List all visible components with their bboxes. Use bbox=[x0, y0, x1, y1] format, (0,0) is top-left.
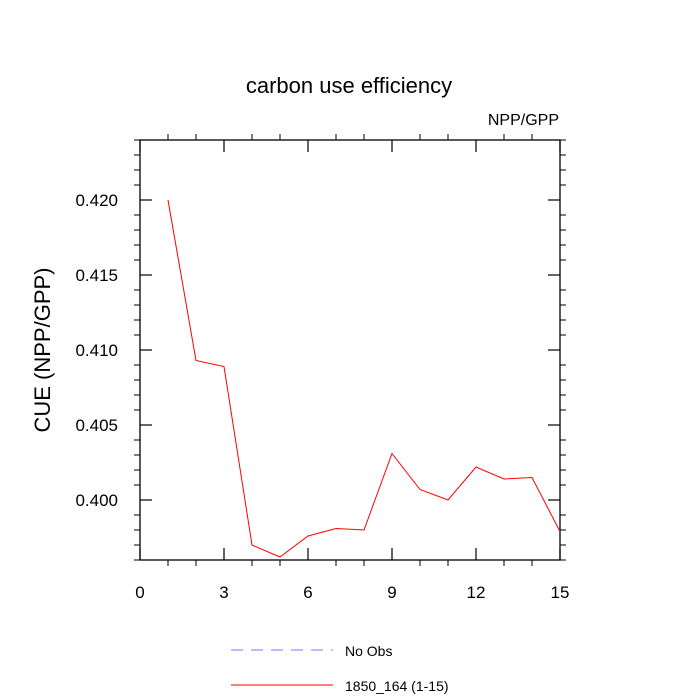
y-axis-label: CUE (NPP/GPP) bbox=[30, 267, 55, 432]
legend-label: 1850_164 (1-15) bbox=[345, 678, 449, 694]
x-tick-label: 0 bbox=[135, 583, 144, 602]
x-tick-label: 3 bbox=[219, 583, 228, 602]
plot-frame bbox=[139, 139, 561, 561]
y-tick-label: 0.420 bbox=[75, 191, 118, 210]
x-tick-label: 9 bbox=[387, 583, 396, 602]
x-axis-tick-labels: 0 3 6 9 12 15 bbox=[135, 583, 569, 602]
y-tick-label: 0.410 bbox=[75, 341, 118, 360]
y-tick-label: 0.400 bbox=[75, 491, 118, 510]
y-axis-tick-labels: 0.400 0.405 0.410 0.415 0.420 bbox=[75, 191, 118, 510]
legend: No Obs 1850_164 (1-15) bbox=[231, 643, 449, 694]
chart-subtitle: NPP/GPP bbox=[488, 112, 559, 129]
series-layer bbox=[167, 199, 561, 558]
x-tick-label: 12 bbox=[467, 583, 486, 602]
x-axis-ticks bbox=[139, 134, 561, 566]
y-tick-label: 0.415 bbox=[75, 266, 118, 285]
y-tick-label: 0.405 bbox=[75, 416, 118, 435]
series-line bbox=[167, 199, 561, 558]
x-tick-label: 15 bbox=[551, 583, 570, 602]
x-tick-label: 6 bbox=[303, 583, 312, 602]
y-axis-ticks bbox=[134, 139, 566, 561]
chart-title: carbon use efficiency bbox=[246, 73, 452, 98]
legend-label: No Obs bbox=[345, 643, 392, 659]
